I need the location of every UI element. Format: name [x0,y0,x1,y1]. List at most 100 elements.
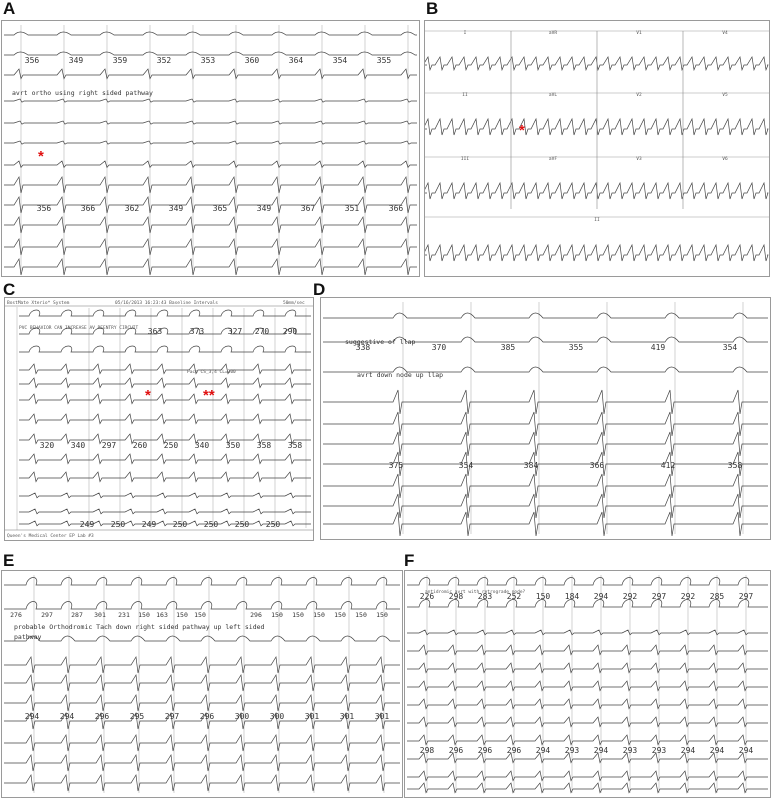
interval-value: 287 [71,611,83,619]
panel-f-lead-trace [407,644,768,656]
panel-e-lead-trace [4,673,400,692]
panel-d-lead-trace [323,389,768,415]
panel-e-annotation-1: probable Orthodromic Tach down right sid… [14,623,265,631]
panel-e-lead-trace [4,753,400,772]
interval-value: 285 [710,592,725,601]
interval-value: 366 [389,204,404,213]
panel-a-lead-trace [4,257,417,276]
panel-f-lead-trace [407,662,768,674]
interval-value: 301 [375,712,390,721]
interval-value: 300 [235,712,250,721]
interval-value: 412 [661,461,676,470]
panel-c-header-left: BostMate Xterio* System [7,300,70,306]
panel-e-lead-trace [4,733,400,752]
panel-b-ecg-trace [425,56,769,72]
interval-value: 296 [449,746,464,755]
panel-b-lead-label: II [462,92,468,98]
panel-f-lead-trace [407,680,768,692]
panel-c-asterisk-double: ** [203,387,215,404]
interval-value: 350 [226,441,241,450]
panel-c-lead-trace [19,453,311,465]
panel-c-lead-trace [19,377,311,389]
panel-a-lead-trace [4,215,417,234]
panel-a-annotation: avrt ortho using right sided pathway [12,89,153,97]
interval-value: 349 [257,204,272,213]
interval-value: 150 [138,611,150,619]
panel-b-lead-label: V5 [722,92,728,98]
interval-value: 370 [432,343,447,352]
panel-b-lead-label: III [461,156,469,162]
panel-c-lead-trace [19,327,311,335]
interval-value: 300 [270,712,285,721]
interval-value: 293 [652,746,667,755]
interval-value: 296 [507,746,522,755]
panel-c-lead-trace [19,433,311,445]
panel-a-lead-trace [4,98,417,103]
interval-value: 327 [228,327,243,336]
panel-e-lead-trace [4,635,400,642]
panel-f-lead-trace [407,770,768,782]
interval-value: 250 [164,441,179,450]
interval-value: 294 [536,746,551,755]
panel-d-lead-trace [323,511,768,537]
panel-b-lead-label: V1 [636,30,642,36]
interval-value: 150 [334,611,346,619]
interval-value: 150 [194,611,206,619]
interval-value: 283 [478,592,493,601]
panel-a-lead-trace [4,237,417,256]
interval-value: 150 [176,611,188,619]
interval-value: 297 [739,592,754,601]
interval-value: 355 [377,56,392,65]
interval-value: 355 [569,343,584,352]
interval-value: 150 [355,611,367,619]
panel-c-lead-trace [19,520,311,527]
interval-value: 270 [255,327,270,336]
panel-a-lead-trace [4,120,417,125]
interval-value: 349 [69,56,84,65]
panel-c-header-mid: 05/16/2013 16:23:43 Baseline Intervals [115,300,218,306]
interval-value: 340 [71,441,86,450]
interval-value: 290 [283,327,298,336]
interval-value: 250 [111,520,126,529]
panel-a-asterisk: * [38,148,44,165]
panel-d-lead-trace [323,312,768,319]
panel-f-lead-trace [407,716,768,728]
interval-value: 296 [250,611,262,619]
interval-value: 250 [266,520,281,529]
interval-value: 384 [524,461,539,470]
panel-c-pace-label: Pace CS_3,4 CL=300 [187,369,236,375]
interval-value: 419 [651,343,666,352]
panel-b-lead-label: V4 [722,30,728,36]
interval-value: 297 [102,441,117,450]
panel-f-annotation: antidromic avrt with retrograde node? [425,589,526,595]
panel-f-svg: antidromic avrt with retrograde node? 22… [407,575,768,794]
interval-value: 250 [204,520,219,529]
panel-b-lead-label: aVF [549,156,557,162]
interval-value: 297 [652,592,667,601]
panel-f-lead-trace [407,698,768,710]
interval-value: 338 [356,343,371,352]
interval-value: 356 [37,204,52,213]
panel-c-lead-trace [19,363,311,375]
panel-label-c: C [3,280,16,299]
interval-value: 301 [340,712,355,721]
panel-c-tracing: BostMate Xterio* System 05/16/2013 16:23… [4,297,314,541]
panel-b-lead-label: II [594,217,600,223]
panel-b-ecg-trace [425,117,769,136]
panel-f-lead-trace [407,752,768,764]
interval-value: 150 [376,611,388,619]
interval-value: 294 [681,746,696,755]
panel-a-lead-trace [4,31,417,36]
panel-a-lead-trace [4,68,417,80]
panel-e-lead-trace [4,773,400,792]
panel-c-lead-trace [19,309,311,317]
interval-value: 250 [173,520,188,529]
interval-value: 301 [305,712,320,721]
panel-c-svg: BostMate Xterio* System 05/16/2013 16:23… [5,300,313,539]
panel-f-lead-trace [407,629,768,636]
interval-value: 365 [213,204,228,213]
interval-value: 298 [420,746,435,755]
interval-value: 260 [133,441,148,450]
panel-a-tracing: avrt ortho using right sided pathway 356… [1,20,420,277]
